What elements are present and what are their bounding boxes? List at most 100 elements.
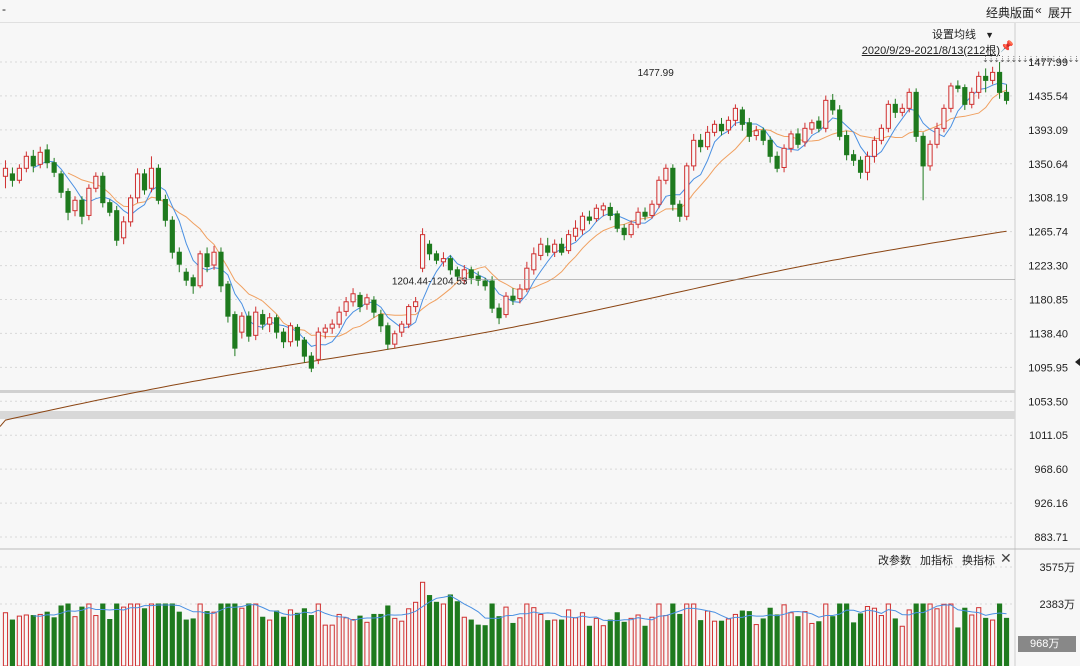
volume-bar [246, 603, 252, 666]
volume-bar [934, 608, 940, 666]
candle-body [753, 130, 759, 137]
candle-body [23, 155, 29, 169]
volume-bar [225, 603, 231, 666]
switch-indicator-button[interactable]: 换指标 [962, 555, 995, 567]
candle-body [58, 173, 64, 193]
volume-bar [823, 603, 829, 666]
candle-body [906, 91, 912, 109]
candle-body [705, 131, 711, 148]
volume-bar [795, 616, 801, 666]
collapse-icon[interactable]: « [1035, 3, 1042, 17]
classic-layout-button[interactable]: 经典版面 [986, 6, 1035, 20]
candle-body [385, 325, 391, 345]
volume-bar [732, 613, 738, 666]
candle-body [1003, 91, 1010, 101]
candle-body [482, 280, 488, 287]
volume-bar [705, 610, 711, 666]
candle-body [468, 269, 474, 279]
volume-bar [406, 608, 412, 666]
candle-body [788, 133, 794, 149]
current-volume-badge: 968万 [1018, 636, 1076, 652]
candle-body [976, 75, 982, 93]
candle-body [830, 99, 836, 111]
candle-body [871, 139, 878, 157]
pin-icon[interactable]: 📌 [1000, 41, 1014, 53]
candle-body [885, 103, 891, 129]
y-tick-label: 1053.50 [1028, 396, 1068, 408]
date-range-label[interactable]: 2020/9/29-2021/8/13(212根) [861, 45, 1000, 57]
candle-body [86, 187, 92, 216]
volume-bar [600, 625, 606, 666]
candle-body [413, 301, 419, 308]
candle-body [489, 280, 495, 309]
candle-body [538, 243, 544, 256]
volume-bar [990, 619, 996, 666]
volume-bar [913, 603, 919, 666]
modify-params-button[interactable]: 改参数 [878, 555, 911, 567]
volume-bar [274, 610, 280, 666]
volume-bar [614, 612, 620, 666]
candle-body [93, 175, 99, 189]
volume-bar [809, 622, 815, 666]
volume-bar [969, 614, 975, 666]
volume-bar [107, 619, 113, 666]
candle-body [148, 167, 155, 189]
current-price-marker [1075, 358, 1080, 366]
expand-button[interactable]: 展开 [1048, 6, 1073, 20]
volume-bar [79, 606, 85, 666]
volume-bar [545, 620, 551, 666]
candle-body [65, 190, 71, 213]
volume-bar [941, 603, 947, 666]
candle-body [628, 223, 634, 236]
volume-bar [65, 603, 71, 666]
candle-body [315, 331, 321, 360]
volume-bar [864, 606, 871, 666]
volume-bar [336, 613, 342, 666]
volume-bar [885, 603, 891, 666]
y-tick-label: 1265.74 [1028, 227, 1068, 239]
volume-bar [565, 609, 572, 666]
candle-body [621, 227, 627, 236]
separator-band [0, 411, 1015, 419]
volume-tick-label: 3575万 [1040, 562, 1075, 574]
candle-body [927, 143, 933, 167]
candle-body [503, 295, 509, 316]
candle-body [190, 277, 196, 287]
candle-body [169, 219, 175, 253]
candle-body [614, 213, 620, 229]
volume-bar [343, 617, 349, 666]
candle-body [399, 323, 405, 333]
candle-body [593, 207, 599, 220]
volume-bar [621, 621, 627, 666]
volume-bar [433, 601, 440, 666]
volume-bar [357, 615, 363, 666]
volume-bar [656, 603, 662, 666]
candle-body [253, 311, 259, 336]
separator-line [0, 390, 1015, 393]
volume-bar [906, 609, 912, 666]
candle-body [969, 91, 975, 105]
volume-bar [72, 616, 78, 666]
candle-body [746, 122, 752, 137]
volume-bar [148, 603, 155, 666]
candle-body [274, 317, 280, 333]
candle-body [600, 205, 606, 211]
candle-body [176, 251, 182, 265]
candle-body [802, 127, 808, 143]
volume-bar [454, 601, 460, 666]
set-ma-button[interactable]: 设置均线 ▼ [932, 26, 994, 42]
add-indicator-button[interactable]: 加指标 [920, 555, 953, 567]
candle-body [454, 269, 460, 277]
candle-body [79, 199, 85, 217]
volume-bar [718, 620, 725, 666]
candle-body [892, 103, 898, 113]
close-icon[interactable]: ✕ [1000, 550, 1012, 566]
volume-bar [746, 611, 752, 666]
volume-bar [30, 615, 36, 666]
volume-bar [260, 616, 266, 666]
volume-bar [948, 603, 954, 666]
candle-body [531, 253, 537, 271]
candle-body [572, 227, 579, 237]
candle-body [732, 107, 738, 121]
